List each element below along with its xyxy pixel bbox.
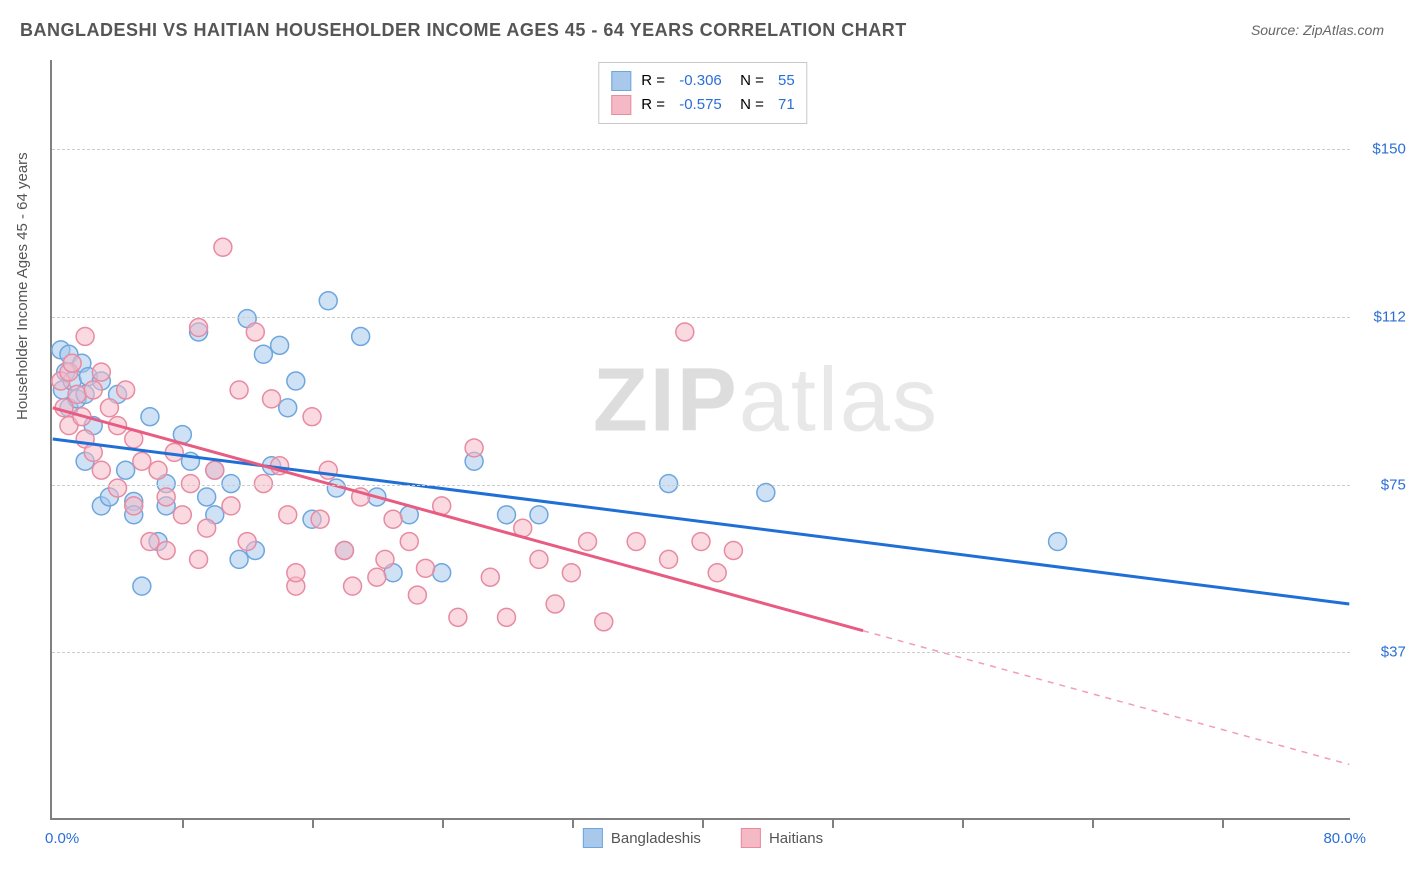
page-title: BANGLADESHI VS HAITIAN HOUSEHOLDER INCOM… — [20, 20, 907, 41]
legend-series-label-0: Bangladeshis — [611, 830, 701, 847]
legend-item-1: Haitians — [741, 828, 823, 848]
source-attribution: Source: ZipAtlas.com — [1251, 22, 1384, 38]
y-tick-label: $75,000 — [1360, 476, 1406, 493]
legend-stats: R = -0.306 N = 55 R = -0.575 N = 71 — [598, 62, 807, 124]
legend-n-1: 71 — [778, 93, 795, 117]
legend-swatch-1 — [611, 95, 631, 115]
y-tick-label: $112,500 — [1360, 309, 1406, 326]
x-axis-max-label: 80.0% — [1323, 830, 1366, 847]
legend-bottom-swatch-1 — [741, 828, 761, 848]
chart-svg — [52, 60, 1350, 818]
legend-item-0: Bangladeshis — [583, 828, 701, 848]
legend-stats-row-1: R = -0.575 N = 71 — [611, 93, 794, 117]
y-tick-label: $150,000 — [1360, 141, 1406, 158]
legend-r-1: -0.575 — [679, 93, 722, 117]
y-axis-label: Householder Income Ages 45 - 64 years — [14, 152, 31, 420]
y-tick-label: $37,500 — [1360, 644, 1406, 661]
legend-stats-row-0: R = -0.306 N = 55 — [611, 69, 794, 93]
legend-bottom-swatch-0 — [583, 828, 603, 848]
plot-area: ZIPatlas $37,500$75,000$112,500$150,000 — [50, 60, 1350, 820]
legend-series-label-1: Haitians — [769, 830, 823, 847]
x-axis-min-label: 0.0% — [45, 830, 79, 847]
legend-series: Bangladeshis Haitians — [583, 828, 823, 848]
legend-r-0: -0.306 — [679, 69, 722, 93]
legend-swatch-0 — [611, 71, 631, 91]
legend-n-0: 55 — [778, 69, 795, 93]
